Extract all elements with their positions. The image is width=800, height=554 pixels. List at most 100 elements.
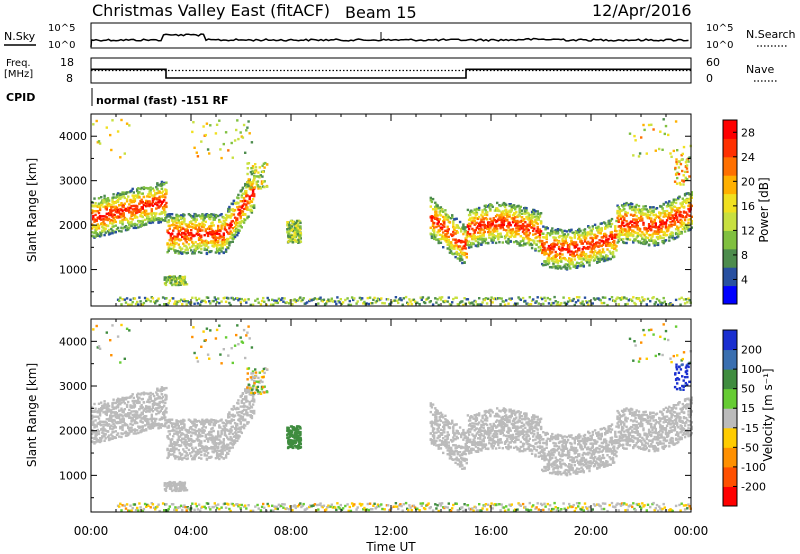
- power-cell: [561, 231, 564, 234]
- power-cell: [356, 300, 359, 303]
- power-cell: [651, 223, 654, 226]
- power-cell: [184, 233, 187, 236]
- power-cell: [152, 212, 156, 215]
- power-cell: [649, 300, 652, 303]
- power-cell: [430, 218, 434, 222]
- power-cell: [191, 222, 194, 226]
- power-cell: [610, 296, 614, 299]
- power-cell: [673, 209, 677, 212]
- power-cell: [589, 258, 592, 262]
- power-cell: [641, 296, 644, 299]
- power-cell: [658, 216, 661, 219]
- power-cell: [236, 221, 239, 225]
- power-cell: [170, 244, 174, 247]
- power-cell: [624, 210, 627, 214]
- power-cell: [402, 297, 405, 300]
- power-cell: [646, 229, 650, 232]
- power-cell: [507, 238, 510, 241]
- velocity-cell: [107, 434, 111, 437]
- power-cell: [687, 221, 690, 224]
- power-cell: [174, 277, 178, 280]
- power-cell: [436, 214, 439, 217]
- power-cell: [217, 241, 220, 244]
- power-cell: [574, 301, 578, 304]
- power-cell: [581, 263, 584, 266]
- power-cell: [601, 296, 605, 299]
- power-cell: [244, 218, 247, 222]
- power-cell: [111, 119, 114, 122]
- power-cell: [496, 230, 499, 233]
- power-cell: [434, 297, 437, 300]
- power-cell: [160, 210, 164, 214]
- velocity-cell: [92, 422, 95, 425]
- velocity-cell: [106, 430, 110, 433]
- power-cell: [547, 257, 551, 260]
- power-cell: [118, 229, 121, 233]
- power-cell: [512, 213, 516, 216]
- power-cell: [517, 296, 520, 299]
- velocity-cell: [95, 324, 98, 328]
- power-cell: [200, 251, 203, 254]
- power-cell: [604, 222, 607, 225]
- power-cell: [491, 301, 494, 304]
- power-cell: [502, 204, 506, 207]
- power-cell: [569, 262, 572, 266]
- velocity-cell: [101, 408, 104, 411]
- power-cell: [289, 240, 292, 243]
- power-cell: [112, 193, 115, 196]
- power-cell: [288, 226, 291, 229]
- power-cell: [665, 219, 669, 222]
- power-cell: [617, 220, 620, 223]
- power-cell: [244, 184, 247, 187]
- power-cell: [140, 198, 143, 201]
- power-cell: [393, 299, 396, 302]
- power-cell: [338, 301, 341, 304]
- power-cell: [602, 234, 606, 238]
- power-cell: [645, 232, 648, 235]
- power-cell: [501, 241, 504, 244]
- power-cell: [455, 217, 458, 220]
- figure-title: Christmas Valley East (fitACF): [92, 1, 330, 20]
- power-cell: [622, 230, 625, 233]
- power-cell: [228, 232, 231, 236]
- power-cell: [517, 204, 520, 208]
- power-cell: [586, 261, 589, 264]
- power-cell: [185, 303, 188, 306]
- power-cell: [600, 227, 603, 230]
- velocity-cell: [133, 503, 137, 506]
- power-cell: [177, 233, 180, 236]
- power-cell: [269, 303, 273, 306]
- power-cell: [170, 282, 173, 285]
- power-cell: [647, 223, 651, 226]
- power-cell: [121, 191, 124, 194]
- power-cell: [655, 226, 659, 229]
- power-cell: [288, 223, 291, 227]
- power-cell: [578, 248, 581, 252]
- power-cell: [130, 204, 133, 208]
- power-cell: [220, 226, 223, 229]
- power-cell: [164, 283, 168, 287]
- velocity-cell: [104, 433, 107, 436]
- power-cell: [132, 226, 135, 230]
- velocity-cell: [100, 439, 103, 443]
- power-cell: [687, 225, 690, 228]
- power-cell: [453, 247, 456, 250]
- power-cell: [560, 242, 563, 246]
- power-cell: [440, 234, 444, 237]
- power-cell: [139, 200, 142, 203]
- power-cell: [546, 296, 549, 300]
- power-cell: [247, 178, 250, 181]
- power-cell: [132, 204, 135, 208]
- power-cell: [96, 233, 99, 236]
- power-cell: [536, 240, 539, 243]
- velocity-cell: [123, 357, 126, 360]
- power-cell: [381, 301, 384, 305]
- power-cell: [164, 276, 167, 279]
- power-cell: [640, 241, 643, 245]
- velocity-cell: [142, 391, 146, 394]
- power-cell: [681, 169, 684, 173]
- power-cell: [668, 215, 671, 218]
- power-cell: [202, 225, 205, 229]
- power-cell: [500, 235, 503, 238]
- power-cell: [294, 223, 298, 226]
